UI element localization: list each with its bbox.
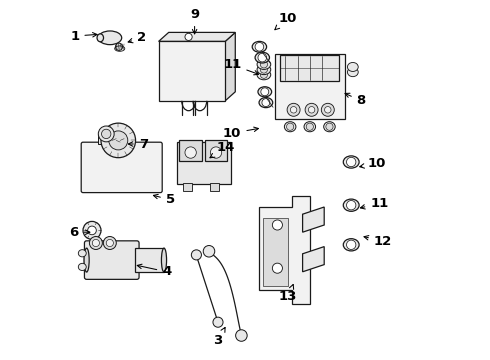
Ellipse shape — [257, 70, 271, 80]
Circle shape — [291, 107, 297, 113]
FancyBboxPatch shape — [81, 142, 162, 193]
Ellipse shape — [284, 122, 296, 132]
Circle shape — [324, 107, 331, 113]
Bar — [159, 41, 225, 101]
Circle shape — [308, 107, 315, 113]
Ellipse shape — [304, 122, 316, 132]
FancyBboxPatch shape — [84, 241, 139, 279]
Circle shape — [260, 61, 268, 68]
Circle shape — [185, 147, 196, 158]
Polygon shape — [159, 32, 235, 41]
Bar — [183, 183, 192, 191]
Circle shape — [88, 226, 97, 235]
Circle shape — [236, 330, 247, 341]
Circle shape — [262, 99, 270, 107]
Circle shape — [89, 237, 102, 249]
Ellipse shape — [78, 250, 86, 257]
Ellipse shape — [98, 31, 122, 45]
Ellipse shape — [343, 199, 359, 211]
Ellipse shape — [347, 68, 358, 77]
Text: 12: 12 — [364, 235, 392, 248]
Text: 7: 7 — [128, 138, 148, 150]
Text: 9: 9 — [190, 8, 199, 34]
Circle shape — [305, 103, 318, 116]
Text: 11: 11 — [361, 197, 389, 210]
Circle shape — [92, 239, 99, 247]
Ellipse shape — [78, 264, 86, 271]
Circle shape — [260, 66, 268, 73]
Ellipse shape — [161, 248, 167, 272]
Ellipse shape — [259, 98, 273, 108]
Ellipse shape — [257, 59, 271, 69]
Circle shape — [287, 123, 294, 130]
Text: 3: 3 — [213, 328, 225, 347]
Circle shape — [346, 240, 356, 249]
Polygon shape — [303, 247, 324, 272]
Circle shape — [272, 220, 282, 230]
Circle shape — [192, 250, 201, 260]
Ellipse shape — [324, 122, 335, 132]
Bar — [280, 55, 339, 81]
Bar — [98, 134, 114, 144]
Circle shape — [106, 239, 113, 247]
Bar — [263, 218, 288, 286]
Ellipse shape — [258, 87, 271, 97]
Circle shape — [346, 157, 356, 167]
Circle shape — [326, 123, 333, 130]
Ellipse shape — [255, 52, 270, 63]
Text: 2: 2 — [128, 31, 146, 44]
Circle shape — [261, 88, 269, 96]
Circle shape — [306, 123, 314, 130]
Ellipse shape — [257, 64, 271, 75]
Text: 1: 1 — [70, 30, 97, 42]
Polygon shape — [259, 196, 310, 304]
Text: 8: 8 — [345, 93, 366, 107]
Circle shape — [83, 221, 101, 239]
Circle shape — [260, 71, 268, 78]
Ellipse shape — [343, 156, 359, 168]
Bar — [275, 54, 345, 119]
Bar — [179, 140, 202, 161]
Bar — [176, 142, 231, 184]
Bar — [210, 183, 219, 191]
Text: 13: 13 — [279, 284, 297, 303]
Ellipse shape — [252, 41, 267, 52]
Circle shape — [101, 123, 136, 158]
Ellipse shape — [343, 239, 359, 251]
Circle shape — [203, 246, 215, 257]
Circle shape — [287, 103, 300, 116]
Ellipse shape — [116, 43, 122, 50]
Circle shape — [109, 131, 128, 150]
Ellipse shape — [347, 62, 358, 71]
Circle shape — [98, 126, 114, 142]
Circle shape — [101, 129, 111, 139]
Text: 14: 14 — [210, 141, 235, 158]
Circle shape — [255, 42, 264, 51]
Circle shape — [346, 201, 356, 210]
Bar — [135, 248, 164, 272]
Text: 10: 10 — [223, 127, 258, 140]
Circle shape — [258, 53, 267, 62]
Polygon shape — [225, 32, 235, 101]
Polygon shape — [303, 207, 324, 232]
Text: 10: 10 — [275, 12, 296, 30]
Text: 5: 5 — [153, 193, 175, 206]
Circle shape — [213, 317, 223, 327]
Ellipse shape — [84, 248, 89, 272]
Circle shape — [272, 263, 282, 273]
Text: 6: 6 — [70, 226, 90, 239]
Bar — [111, 157, 125, 171]
Text: 11: 11 — [223, 58, 259, 75]
Circle shape — [210, 147, 221, 158]
Circle shape — [185, 33, 192, 41]
Text: 10: 10 — [360, 157, 386, 170]
Bar — [205, 140, 227, 161]
Text: 4: 4 — [137, 264, 172, 278]
Circle shape — [321, 103, 334, 116]
Ellipse shape — [97, 34, 103, 42]
Circle shape — [103, 237, 116, 249]
